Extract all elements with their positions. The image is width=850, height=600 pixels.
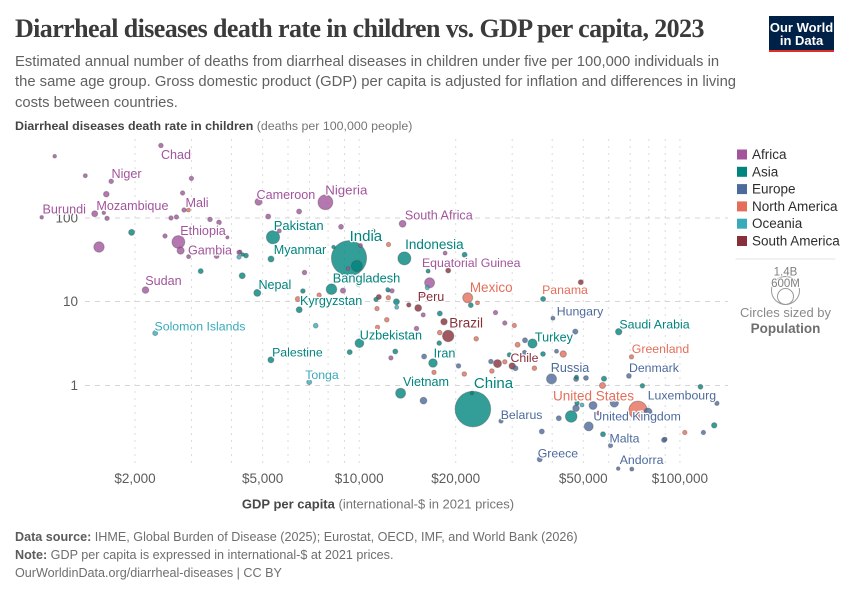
svg-text:Peru: Peru [418,290,445,304]
svg-text:GDP per capita (international-: GDP per capita (international-$ in 2021 … [242,497,514,512]
svg-text:Equatorial Guinea: Equatorial Guinea [422,256,521,270]
svg-text:Uzbekistan: Uzbekistan [360,329,422,343]
svg-text:Oceania: Oceania [752,216,803,231]
svg-text:North America: North America [752,199,838,214]
svg-text:Nepal: Nepal [258,278,291,292]
svg-text:Bangladesh: Bangladesh [333,271,401,286]
svg-text:Myanmar: Myanmar [274,243,326,257]
svg-text:$100,000: $100,000 [652,471,708,486]
svg-text:Niger: Niger [112,167,142,181]
svg-text:China: China [474,375,514,392]
svg-text:Turkey: Turkey [535,331,574,345]
svg-text:Brazil: Brazil [449,316,483,331]
svg-text:Greenland: Greenland [632,342,690,356]
svg-text:Mozambique: Mozambique [96,199,168,213]
svg-text:Tonga: Tonga [305,368,339,382]
svg-text:$5,000: $5,000 [242,471,283,486]
svg-text:Mali: Mali [185,196,208,210]
svg-text:Panama: Panama [542,283,588,297]
svg-text:Europe: Europe [752,182,796,197]
svg-text:Chile: Chile [510,351,538,365]
svg-text:Ethiopia: Ethiopia [180,224,226,238]
svg-text:1.4B: 1.4B [774,267,798,279]
svg-text:Population: Population [751,321,821,336]
svg-text:South America: South America [752,234,840,249]
svg-text:Nigeria: Nigeria [325,183,368,198]
svg-text:United States: United States [553,389,634,404]
svg-text:Russia: Russia [551,361,590,375]
svg-text:Solomon Islands: Solomon Islands [155,320,246,334]
svg-text:Iran: Iran [434,346,456,360]
svg-text:600M: 600M [771,278,800,290]
svg-text:Hungary: Hungary [557,305,604,319]
svg-text:$10,000: $10,000 [335,471,384,486]
svg-text:Vietnam: Vietnam [403,375,449,389]
svg-text:Kyrgyzstan: Kyrgyzstan [300,294,362,308]
svg-text:Denmark: Denmark [629,361,680,375]
svg-text:Chad: Chad [161,148,191,162]
svg-text:$20,000: $20,000 [431,471,480,486]
svg-text:Circles sized by: Circles sized by [740,305,832,320]
svg-text:Sudan: Sudan [145,274,181,288]
svg-text:South Africa: South Africa [405,209,473,223]
svg-text:Africa: Africa [752,147,787,162]
svg-text:Palestine: Palestine [272,346,323,360]
svg-text:10: 10 [63,294,78,309]
svg-text:1: 1 [70,378,78,393]
svg-text:Indonesia: Indonesia [405,237,464,252]
svg-text:Belarus: Belarus [501,408,543,422]
svg-text:Pakistan: Pakistan [274,218,324,233]
svg-text:Saudi Arabia: Saudi Arabia [619,318,689,332]
svg-text:Luxembourg: Luxembourg [648,389,717,403]
svg-text:Burundi: Burundi [42,203,85,217]
svg-text:India: India [350,228,383,245]
svg-text:Asia: Asia [752,164,779,179]
svg-text:Malta: Malta [609,432,639,446]
svg-text:Andorra: Andorra [620,453,664,467]
svg-text:$2,000: $2,000 [114,471,155,486]
svg-text:$50,000: $50,000 [559,471,608,486]
svg-text:Cameroon: Cameroon [256,188,315,202]
svg-text:Gambia: Gambia [188,244,232,258]
svg-text:Mexico: Mexico [470,280,513,295]
svg-text:United Kingdom: United Kingdom [593,410,681,424]
svg-text:Greece: Greece [538,447,578,461]
svg-text:100: 100 [55,211,78,226]
